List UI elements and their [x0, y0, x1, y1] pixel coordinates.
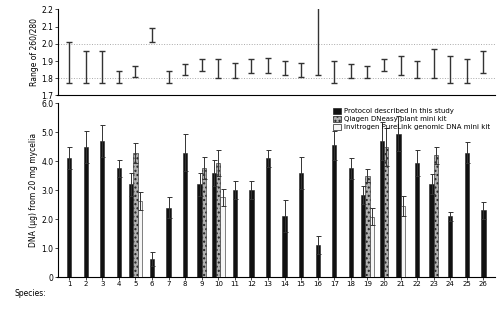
Bar — [370, 217, 374, 277]
Bar — [232, 190, 237, 277]
Bar — [116, 168, 121, 277]
Bar — [415, 163, 420, 277]
Bar — [400, 206, 405, 277]
Bar — [166, 208, 170, 277]
Bar — [84, 147, 88, 277]
Bar — [299, 173, 304, 277]
Bar — [448, 216, 452, 277]
Bar — [133, 153, 138, 277]
Bar — [67, 158, 71, 277]
Bar — [150, 259, 154, 277]
Bar — [396, 134, 400, 277]
Bar — [481, 210, 486, 277]
Bar — [380, 141, 384, 277]
Bar — [266, 158, 270, 277]
Bar — [348, 168, 353, 277]
Bar — [434, 155, 438, 277]
Bar — [249, 190, 254, 277]
Bar — [183, 152, 188, 277]
Bar — [282, 216, 286, 277]
Bar — [316, 245, 320, 277]
Bar — [430, 184, 434, 277]
Text: Species:: Species: — [15, 289, 46, 298]
Bar — [365, 176, 370, 277]
Bar — [332, 145, 336, 277]
Bar — [220, 198, 224, 277]
Bar — [198, 184, 202, 277]
Bar — [202, 168, 206, 277]
Y-axis label: Range of 260/280: Range of 260/280 — [30, 18, 38, 86]
Y-axis label: DNA (µg) from 20 mg mycelia: DNA (µg) from 20 mg mycelia — [30, 133, 38, 247]
Bar — [361, 195, 365, 277]
Bar — [138, 201, 142, 277]
Legend: Protocol described in this study, Qiagen DNeasy plant mini kit, Invitrogen PureL: Protocol described in this study, Qiagen… — [332, 107, 492, 132]
Bar — [384, 147, 388, 277]
Bar — [212, 173, 216, 277]
Bar — [100, 141, 104, 277]
Bar — [129, 184, 133, 277]
Bar — [464, 152, 469, 277]
Bar — [216, 163, 220, 277]
